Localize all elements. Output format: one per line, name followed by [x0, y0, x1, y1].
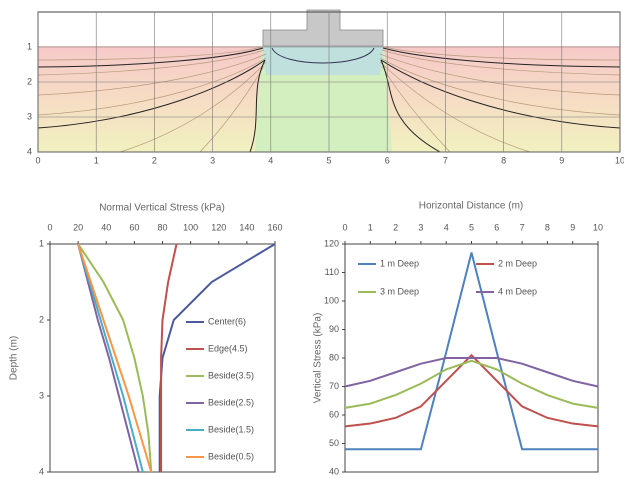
series-line — [158, 243, 276, 472]
chart-title: Horizontal Distance (m) — [419, 201, 523, 212]
x-tick-label: 120 — [211, 222, 226, 232]
y-tick-label: 80 — [329, 352, 339, 362]
x-tick-label: 20 — [73, 222, 83, 232]
x-tick-label: 1 — [368, 222, 373, 232]
x-tick-label: 10 — [615, 155, 624, 165]
y-tick-label: 60 — [329, 409, 339, 419]
x-tick-label: 2 — [393, 222, 398, 232]
series-line — [77, 243, 140, 473]
x-tick-label: 5 — [326, 155, 331, 165]
y-tick-label: 4 — [39, 466, 44, 476]
x-tick-label: 8 — [545, 222, 550, 232]
x-tick-label: 0 — [342, 222, 347, 232]
x-tick-label: 10 — [593, 222, 603, 232]
y-tick-label: 110 — [325, 267, 339, 277]
x-tick-label: 3 — [210, 155, 215, 165]
legend-label: Beside(3.5) — [208, 370, 254, 380]
y-tick-label: 3 — [27, 111, 32, 121]
series-line — [344, 359, 599, 409]
series-line — [345, 252, 598, 451]
legend-label: 4 m Deep — [498, 286, 537, 296]
series-line — [344, 353, 599, 428]
x-tick-label: 1 — [94, 155, 99, 165]
legend-label: Edge(4.5) — [208, 343, 248, 353]
legend-label: Beside(0.5) — [208, 451, 254, 461]
y-tick-label: 120 — [324, 238, 339, 248]
y-axis-label: Vertical Stress (kPa) — [313, 313, 324, 404]
x-tick-label: 0 — [35, 155, 40, 165]
y-tick-label: 1 — [27, 41, 32, 51]
y-tick-label: 3 — [39, 390, 44, 400]
legend-label: Beside(2.5) — [208, 397, 254, 407]
legend-label: Center(6) — [208, 316, 246, 326]
y-tick-label: 4 — [27, 146, 32, 156]
x-tick-label: 8 — [501, 155, 506, 165]
x-tick-label: 5 — [469, 222, 474, 232]
x-tick-label: 80 — [157, 222, 167, 232]
legend-label: Beside(1.5) — [208, 424, 254, 434]
y-tick-label: 90 — [329, 324, 339, 334]
legend-label: 3 m Deep — [380, 286, 419, 296]
y-tick-label: 1 — [39, 238, 44, 248]
x-tick-label: 4 — [444, 222, 449, 232]
x-tick-label: 2 — [152, 155, 157, 165]
y-tick-label: 70 — [329, 381, 339, 391]
series-line — [77, 243, 144, 473]
x-tick-label: 60 — [129, 222, 139, 232]
legend-label: 2 m Deep — [498, 258, 537, 268]
x-tick-label: 3 — [418, 222, 423, 232]
series-line — [160, 243, 178, 472]
y-axis-label: Depth (m) — [9, 336, 20, 380]
series-line — [77, 243, 153, 473]
x-tick-label: 6 — [494, 222, 499, 232]
y-tick-label: 40 — [329, 466, 339, 476]
x-tick-label: 0 — [47, 222, 52, 232]
chart-title: Normal Vertical Stress (kPa) — [99, 203, 225, 214]
y-tick-label: 100 — [324, 295, 339, 305]
x-tick-label: 6 — [385, 155, 390, 165]
x-tick-label: 7 — [520, 222, 525, 232]
x-tick-label: 100 — [183, 222, 198, 232]
x-tick-label: 160 — [267, 222, 282, 232]
series-line — [77, 243, 153, 473]
x-tick-label: 9 — [559, 155, 564, 165]
x-tick-label: 9 — [570, 222, 575, 232]
y-tick-label: 50 — [329, 438, 339, 448]
series-line — [344, 357, 599, 388]
x-tick-label: 140 — [239, 222, 254, 232]
legend-label: 1 m Deep — [380, 258, 419, 268]
x-tick-label: 7 — [443, 155, 448, 165]
y-tick-label: 2 — [39, 314, 44, 324]
x-tick-label: 40 — [101, 222, 111, 232]
x-tick-label: 4 — [268, 155, 273, 165]
y-tick-label: 2 — [27, 76, 32, 86]
